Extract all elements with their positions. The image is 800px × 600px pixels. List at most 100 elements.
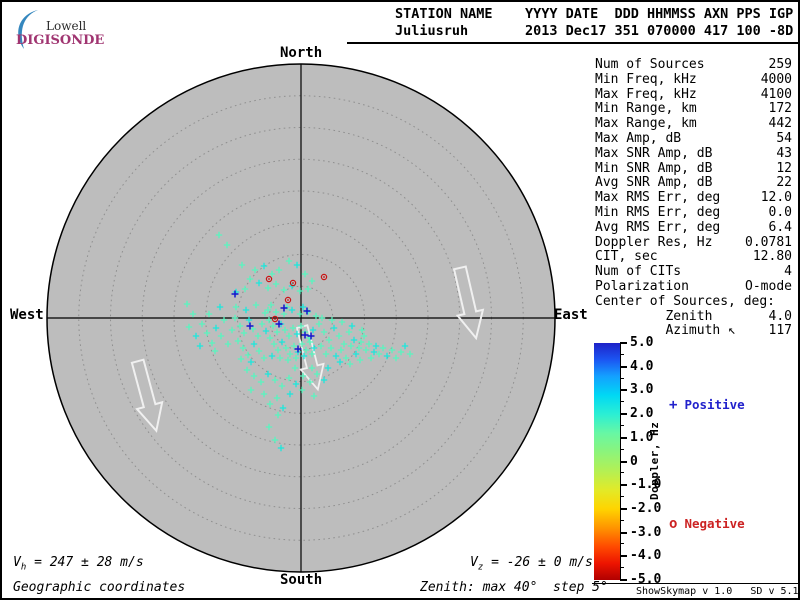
stat-label: Max RMS Err, deg xyxy=(595,191,720,206)
stat-row: CIT, sec 12.80 xyxy=(595,250,792,265)
station-table-values: Juliusruh 2013 Dec17 351 070000 417 100 … xyxy=(395,23,793,39)
stat-value: 117 xyxy=(769,324,792,339)
stat-value: O-mode xyxy=(745,280,792,295)
stat-value: 22 xyxy=(776,176,792,191)
stat-label: Max SNR Amp, dB xyxy=(595,147,712,162)
stat-label: Avg SNR Amp, dB xyxy=(595,176,712,191)
colorbar-major-tick xyxy=(620,579,627,581)
colorbar-tick-label: 4.0 xyxy=(630,360,653,374)
stat-row: Num of Sources259 xyxy=(595,58,792,73)
stat-label: Azimuth ↖ xyxy=(595,324,736,339)
stat-label: Min Range, km xyxy=(595,102,697,117)
compass-south-label: South xyxy=(280,573,322,587)
stat-label: Max Freq, kHz xyxy=(595,88,697,103)
colorbar-minor-tick xyxy=(620,496,624,497)
stat-row: Num of CITs4 xyxy=(595,265,792,280)
logo-lowell-text: Lowell xyxy=(46,19,86,33)
vz-symbol: V xyxy=(470,555,478,570)
stat-row: Center of Sources, deg: xyxy=(595,295,792,310)
stat-label: Max Amp, dB xyxy=(595,132,681,147)
scatter-negative-dot xyxy=(274,318,276,320)
stat-value: 442 xyxy=(769,117,792,132)
stat-value: 43 xyxy=(776,147,792,162)
logo-digisonde-text: DIGISONDE xyxy=(16,33,104,48)
colorbar-major-tick xyxy=(620,389,627,391)
colorbar-major-tick xyxy=(620,555,627,557)
scatter-negative-dot xyxy=(287,299,289,301)
scatter-negative-dot xyxy=(292,282,294,284)
colorbar-major-tick xyxy=(620,437,627,439)
showskymap-window: Lowell DIGISONDE STATION NAME YYYY DATE … xyxy=(0,0,800,600)
colorbar-minor-tick xyxy=(620,378,624,379)
stat-value: 0.0781 xyxy=(745,236,792,251)
stat-row: Max SNR Amp, dB 43 xyxy=(595,147,792,162)
colorbar-major-tick xyxy=(620,532,627,534)
stat-row: Min RMS Err, deg0.0 xyxy=(595,206,792,221)
stat-label: Min Freq, kHz xyxy=(595,73,697,88)
stat-value: 6.4 xyxy=(769,221,792,236)
header-divider xyxy=(347,42,800,44)
legend-negative-label: Negative xyxy=(677,516,744,531)
stat-label: CIT, sec xyxy=(595,250,658,265)
compass-west-label: West xyxy=(10,308,44,322)
stat-row: Avg SNR Amp, dB 22 xyxy=(595,176,792,191)
colorbar-minor-tick xyxy=(620,449,624,450)
stat-row: Avg RMS Err, deg 6.4 xyxy=(595,221,792,236)
stat-label: Min SNR Amp, dB xyxy=(595,162,712,177)
plus-marker-icon: + xyxy=(669,397,677,413)
colorbar-minor-tick xyxy=(620,543,624,544)
coordinate-system-label: Geographic coordinates xyxy=(13,580,185,595)
colorbar-major-tick xyxy=(620,484,627,486)
circle-marker-icon: o xyxy=(669,516,677,532)
stat-label: Doppler Res, Hz xyxy=(595,236,712,251)
colorbar-minor-tick xyxy=(620,401,624,402)
colorbar-major-tick xyxy=(620,413,627,415)
legend-negative: o Negative xyxy=(669,516,745,532)
stat-row: Polarization O-mode xyxy=(595,280,792,295)
stat-row: Max Freq, kHz4100 xyxy=(595,88,792,103)
stat-value: 4000 xyxy=(761,73,792,88)
vz-value: = -26 ± 0 m/s xyxy=(483,555,593,570)
stat-row: Min Range, km 172 xyxy=(595,102,792,117)
scatter-negative-dot xyxy=(268,278,270,280)
stat-row: Azimuth ↖ 117 xyxy=(595,324,792,339)
legend-positive-label: Positive xyxy=(677,397,744,412)
scatter-negative-dot xyxy=(323,276,325,278)
stat-value: 259 xyxy=(769,58,792,73)
colorbar-tick-label: -5.0 xyxy=(630,573,661,587)
stat-value: 4.0 xyxy=(769,310,792,325)
station-table-header: STATION NAME YYYY DATE DDD HHMMSS AXN PP… xyxy=(395,6,793,22)
vh-symbol: V xyxy=(13,555,21,570)
stat-row: Min SNR Amp, dB 12 xyxy=(595,162,792,177)
stats-panel: Num of Sources259Min Freq, kHz4000Max Fr… xyxy=(595,58,792,339)
colorbar-minor-tick xyxy=(620,472,624,473)
vertical-velocity-readout: Vz = -26 ± 0 m/s xyxy=(470,555,593,576)
colorbar-major-tick xyxy=(620,366,627,368)
colorbar-minor-tick xyxy=(620,425,624,426)
stat-label: Center of Sources, deg: xyxy=(595,295,775,310)
lowell-digisonde-logo: Lowell DIGISONDE xyxy=(10,6,100,54)
stat-row: Zenith4.0 xyxy=(595,310,792,325)
colorbar-tick-label: 0 xyxy=(630,455,638,469)
legend-positive: + Positive xyxy=(669,397,745,413)
colorbar-minor-tick xyxy=(620,520,624,521)
colorbar-tick-label: -3.0 xyxy=(630,526,661,540)
colorbar-tick-label: 5.0 xyxy=(630,336,653,350)
colorbar-minor-tick xyxy=(620,567,624,568)
stat-value: 12 xyxy=(776,162,792,177)
stat-row: Max Range, km 442 xyxy=(595,117,792,132)
stat-label: Max Range, km xyxy=(595,117,697,132)
stat-label: Avg RMS Err, deg xyxy=(595,221,720,236)
colorbar-major-tick xyxy=(620,461,627,463)
colorbar-tick-label: -2.0 xyxy=(630,502,661,516)
colorbar-title: Doppler, Hz xyxy=(648,390,661,500)
stat-label: Num of CITs xyxy=(595,265,681,280)
stat-row: Doppler Res, Hz 0.0781 xyxy=(595,236,792,251)
stat-row: Min Freq, kHz 4000 xyxy=(595,73,792,88)
stat-value: 172 xyxy=(769,102,792,117)
colorbar-minor-tick xyxy=(620,354,624,355)
stat-value: 12.0 xyxy=(761,191,792,206)
stat-value: 12.80 xyxy=(753,250,792,265)
stat-label: Polarization xyxy=(595,280,689,295)
horizontal-velocity-readout: Vh = 247 ± 28 m/s xyxy=(13,555,144,576)
